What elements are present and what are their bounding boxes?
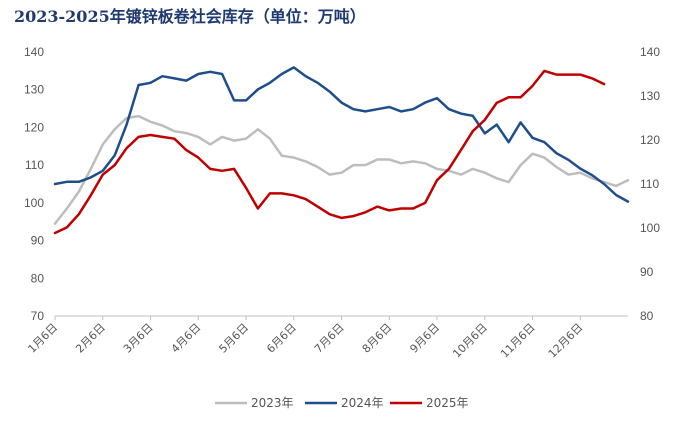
series-line-2023年: [53, 114, 630, 225]
left-y-tick-label: 110: [25, 158, 44, 172]
right-y-axis: 80 90 100 110 120 130 140: [640, 45, 660, 323]
x-tick-label: 2月6日: [73, 321, 108, 356]
right-y-tick-label: 120: [640, 133, 660, 147]
left-y-tick-label: 70: [31, 309, 45, 323]
x-tick-label: 9月6日: [407, 321, 442, 356]
chart-title: 2023-2025年镀锌板卷社会库存（单位：万吨）: [14, 7, 366, 26]
legend-label: 2024年: [341, 396, 384, 410]
series-line-2024年: [53, 66, 630, 203]
left-y-axis: 70 80 90 100 110 120 130 140: [24, 45, 44, 323]
x-tick-label: 12月6日: [546, 321, 586, 361]
left-y-tick-label: 120: [24, 120, 44, 134]
x-tick-label: 4月6日: [169, 321, 204, 356]
right-y-tick-label: 130: [640, 89, 660, 103]
left-y-tick-label: 130: [24, 83, 44, 97]
right-y-tick-label: 80: [640, 309, 654, 323]
x-tick-label: 11月6日: [498, 321, 538, 361]
left-y-tick-label: 90: [31, 234, 45, 248]
legend: 2023年 2024年 2025年: [215, 396, 469, 410]
series-line-2025年: [53, 69, 606, 235]
legend-label: 2025年: [426, 396, 469, 410]
x-tick-label: 5月6日: [216, 321, 251, 356]
x-tick-label: 10月6日: [450, 321, 490, 361]
plot-area: [53, 66, 630, 235]
x-tick-label: 3月6日: [121, 321, 156, 356]
x-tick-label: 8月6日: [360, 321, 395, 356]
left-y-tick-label: 100: [24, 196, 44, 210]
right-y-tick-label: 110: [640, 177, 659, 191]
x-axis: 1月6日 2月6日 3月6日 4月6日 5月6日 6月6日 7月6日 8月6日 9月6日 10月6…: [25, 316, 585, 361]
left-y-tick-label: 140: [24, 45, 44, 59]
right-y-tick-label: 90: [640, 265, 654, 279]
x-tick-label: 1月6日: [25, 321, 60, 356]
right-y-tick-label: 100: [640, 221, 660, 235]
right-y-tick-label: 140: [640, 45, 660, 59]
x-tick-label: 6月6日: [264, 321, 299, 356]
legend-label: 2023年: [251, 396, 294, 410]
x-tick-label: 7月6日: [312, 321, 347, 356]
left-y-tick-label: 80: [31, 271, 45, 285]
